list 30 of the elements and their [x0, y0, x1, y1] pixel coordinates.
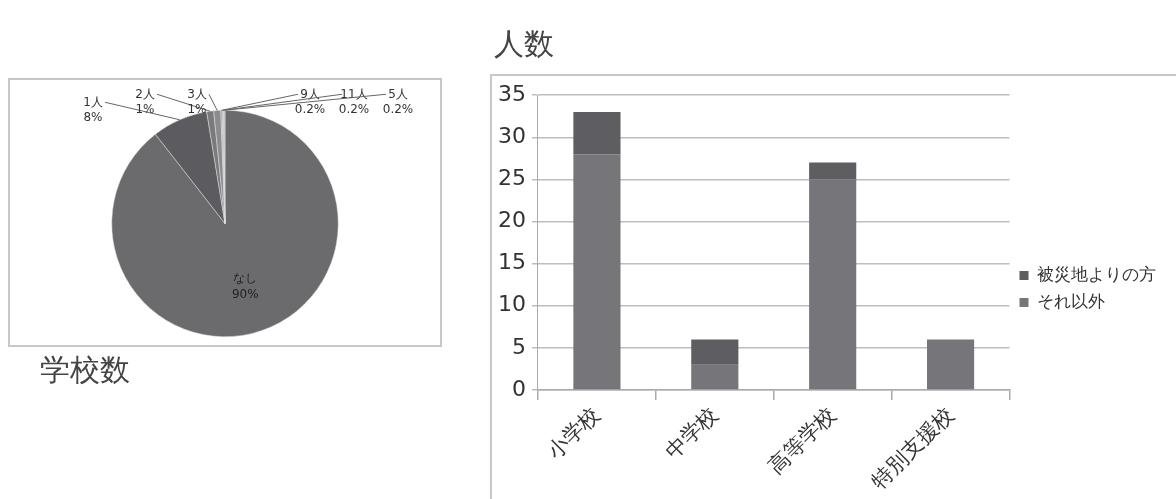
- y-tick-label: 25: [497, 165, 526, 191]
- legend-label: それ以外: [1037, 290, 1105, 311]
- data-label: 0.2%: [338, 102, 370, 117]
- x-tick-label: 中学校: [660, 402, 723, 464]
- slice-label: 9人: [300, 87, 320, 102]
- x-tick-label: 特別支援校: [866, 402, 958, 494]
- y-tick-label: 10: [497, 291, 526, 317]
- y-tick-label: 5: [511, 333, 526, 359]
- y-tick-label: 20: [497, 207, 526, 233]
- chart-title: 人数: [494, 25, 554, 63]
- y-tick-label: 35: [497, 80, 526, 106]
- data-label: 0.2%: [294, 102, 326, 117]
- data-label: 1%: [135, 102, 155, 117]
- y-tick-label: 30: [497, 123, 526, 149]
- x-tick-label: 小学校: [542, 402, 605, 464]
- data-label: 1%: [187, 102, 207, 117]
- slice-label: 3人: [187, 87, 207, 102]
- y-tick-label: 0: [511, 375, 526, 401]
- slice-label: なし: [233, 271, 258, 286]
- slice-label: 2人: [135, 87, 155, 102]
- data-label: 8%: [83, 110, 103, 125]
- slice-label: 1人: [83, 95, 103, 110]
- slice-label: 11人: [340, 87, 368, 102]
- x-tick-label: 高等学校: [763, 402, 841, 479]
- slice-label: 5人: [388, 87, 408, 102]
- y-tick-label: 15: [497, 249, 526, 275]
- data-label: 0.2%: [382, 102, 414, 117]
- legend-label: 被災地よりの方: [1037, 263, 1156, 284]
- data-label: 90%: [231, 287, 259, 302]
- text: 学校数: [40, 351, 130, 389]
